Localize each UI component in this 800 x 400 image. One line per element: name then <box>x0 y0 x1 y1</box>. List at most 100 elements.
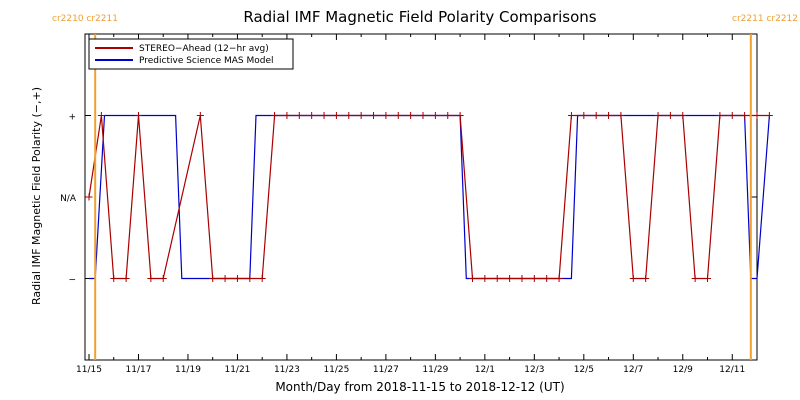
axes-layer: − N/A +11/15 11/17 11/19 11/21 11/23 11/25 11/27… <box>60 34 758 375</box>
data-point <box>407 112 415 119</box>
data-point <box>246 275 254 282</box>
data-point <box>394 112 402 119</box>
x-major-tick: 11/25 <box>323 34 349 375</box>
series-mas-model <box>89 114 770 280</box>
x-major-tick: 12/11 <box>719 34 745 375</box>
data-point <box>357 112 365 119</box>
data-point <box>555 275 563 282</box>
data-point <box>258 275 266 282</box>
x-tick-label: 12/7 <box>623 365 643 375</box>
data-point <box>271 112 279 119</box>
data-point <box>85 193 93 201</box>
data-point <box>765 112 773 119</box>
data-point <box>147 275 155 282</box>
x-major-tick: 12/7 <box>623 34 643 375</box>
data-point <box>691 275 699 282</box>
legend: STEREO−Ahead (12−hr avg) Predictive Scien… <box>88 38 294 70</box>
x-tick-label: 11/23 <box>274 365 300 375</box>
data-point <box>431 112 439 119</box>
data-point <box>468 275 476 282</box>
legend-label: STEREO−Ahead (12−hr avg) <box>139 44 269 54</box>
x-tick-label: 12/5 <box>574 365 594 375</box>
x-major-tick: 12/9 <box>673 34 693 375</box>
data-point <box>456 112 464 119</box>
data-point <box>320 112 328 119</box>
carrington-label: cr2211 cr2212 <box>732 14 798 24</box>
series-layer <box>85 112 773 282</box>
carrington-marker: cr2210 cr2211 <box>52 14 118 360</box>
data-point <box>518 275 526 282</box>
data-point <box>233 275 241 282</box>
x-major-tick: 11/23 <box>274 34 300 375</box>
data-point <box>196 112 204 119</box>
data-point <box>567 112 575 119</box>
legend-entry: STEREO−Ahead (12−hr avg) <box>95 44 269 54</box>
y-tick: + <box>68 113 757 123</box>
data-point <box>605 112 613 119</box>
data-point <box>110 275 118 282</box>
data-point <box>728 112 736 119</box>
x-major-tick: 12/3 <box>524 34 544 375</box>
data-point <box>345 112 353 119</box>
carrington-marker: cr2211 cr2212 <box>732 14 798 360</box>
x-major-tick: 12/1 <box>475 34 495 375</box>
carrington-label: cr2210 cr2211 <box>52 14 118 24</box>
y-tick-label: − <box>68 276 76 286</box>
data-point <box>543 275 551 282</box>
y-axis-label: Radial IMF Magnetic Field Polarity (−,+) <box>30 87 43 305</box>
data-point <box>481 275 489 282</box>
x-tick-label: 12/3 <box>524 365 544 375</box>
x-tick-label: 11/19 <box>175 365 201 375</box>
data-point <box>221 275 229 282</box>
data-point <box>753 112 761 119</box>
data-point <box>679 112 687 119</box>
x-major-tick: 12/5 <box>574 34 594 375</box>
data-point <box>308 112 316 119</box>
x-tick-label: 12/9 <box>673 365 693 375</box>
data-point <box>332 112 340 119</box>
y-tick-label: + <box>68 113 76 123</box>
data-point <box>741 112 749 119</box>
x-tick-label: 11/21 <box>224 365 250 375</box>
data-point <box>295 112 303 119</box>
legend-entry: Predictive Science MAS Model <box>95 56 274 66</box>
data-point <box>704 275 712 282</box>
data-point <box>617 112 625 119</box>
data-point <box>444 112 452 119</box>
x-major-tick: 11/27 <box>373 34 399 375</box>
x-tick-label: 11/17 <box>126 365 152 375</box>
data-point <box>134 112 142 119</box>
plot-frame <box>84 33 758 361</box>
x-tick-label: 11/15 <box>76 365 102 375</box>
x-tick-label: 12/11 <box>719 365 745 375</box>
y-tick: − <box>68 276 757 286</box>
data-point <box>592 112 600 119</box>
data-point <box>283 112 291 119</box>
data-point <box>654 112 662 119</box>
y-tick-label: N/A <box>60 194 77 204</box>
data-point <box>716 112 724 119</box>
data-point <box>580 112 588 119</box>
legend-box <box>88 38 294 70</box>
x-major-tick: 11/17 <box>126 34 152 375</box>
x-tick-label: 11/25 <box>323 365 349 375</box>
data-point <box>122 275 130 282</box>
legend-label: Predictive Science MAS Model <box>139 56 274 66</box>
data-point <box>382 112 390 119</box>
x-major-tick: 11/15 <box>76 34 102 375</box>
carrington-layer: cr2210 cr2211 cr2211 cr2212 <box>52 14 798 360</box>
x-tick-label: 11/29 <box>422 365 448 375</box>
chart-title: Radial IMF Magnetic Field Polarity Compa… <box>243 8 596 26</box>
data-point <box>419 112 427 119</box>
data-point <box>666 112 674 119</box>
x-tick-label: 11/27 <box>373 365 399 375</box>
data-point <box>370 112 378 119</box>
data-point <box>159 275 167 282</box>
x-tick-label: 12/1 <box>475 365 495 375</box>
series-line <box>88 114 770 280</box>
series-stereo-ahead <box>85 112 773 282</box>
data-point <box>642 275 650 282</box>
data-point <box>209 275 217 282</box>
x-major-tick: 11/21 <box>224 34 250 375</box>
